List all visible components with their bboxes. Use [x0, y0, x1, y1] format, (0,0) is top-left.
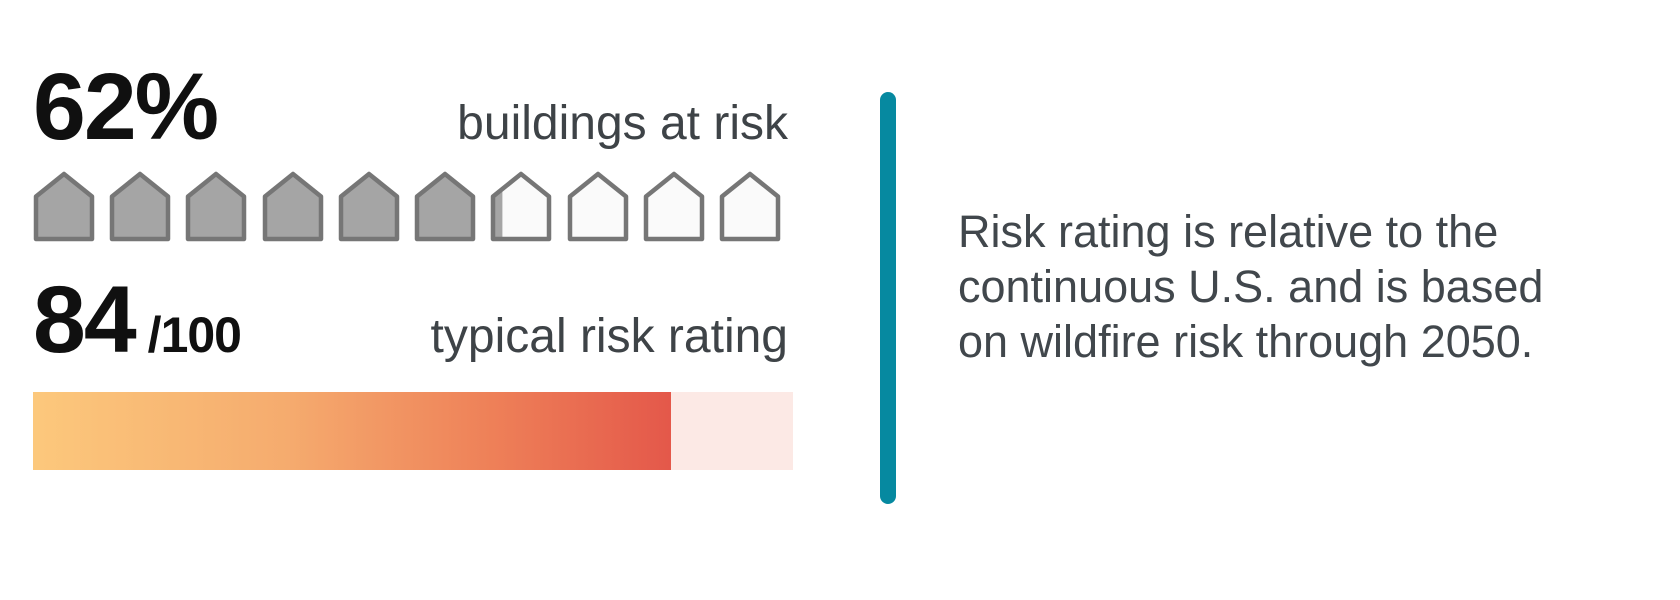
buildings-stat-row: 62% buildings at risk: [33, 60, 788, 155]
house-icon: [33, 171, 95, 242]
house-icon: [491, 171, 552, 242]
risk-note-line: on wildfire risk through 2050.: [958, 316, 1534, 367]
risk-rating-value: 84: [33, 267, 137, 373]
risk-rating-label: typical risk rating: [430, 310, 788, 363]
house-icon: [338, 171, 400, 242]
risk-note-line: continuous U.S. and is based: [958, 261, 1544, 312]
house-icon: [109, 171, 171, 242]
house-icon: [643, 171, 704, 242]
risk-bar-fill: [33, 392, 672, 470]
house-icon: [262, 171, 323, 242]
house-icon: [719, 171, 781, 242]
house-icon: [414, 171, 476, 242]
risk-rating-denominator: /100: [147, 307, 242, 363]
risk-bar-track: [33, 392, 793, 470]
risk-note: Risk rating is relative to the continuou…: [958, 204, 1543, 369]
rating-value-group: 84 /100: [33, 267, 242, 373]
house-icon: [567, 171, 628, 242]
rating-stat-row: 84 /100 typical risk rating: [33, 273, 788, 368]
houses-row: [33, 171, 781, 242]
house-icon: [186, 171, 247, 242]
accent-divider: [880, 92, 896, 504]
risk-note-line: Risk rating is relative to the: [958, 206, 1499, 257]
buildings-at-risk-label: buildings at risk: [457, 97, 788, 150]
buildings-at-risk-value: 62%: [33, 54, 219, 160]
